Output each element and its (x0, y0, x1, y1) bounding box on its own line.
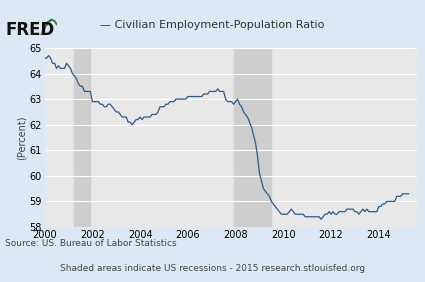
Text: FRED: FRED (5, 21, 54, 39)
Text: — Civilian Employment-Population Ratio: — Civilian Employment-Population Ratio (100, 19, 325, 30)
Bar (74, 48, 91, 227)
Text: Shaded areas indicate US recessions - 2015 research.stlouisfed.org: Shaded areas indicate US recessions - 20… (60, 264, 365, 273)
Bar (234, 48, 272, 227)
Y-axis label: (Percent): (Percent) (17, 115, 27, 160)
Text: Source: US. Bureau of Labor Statistics: Source: US. Bureau of Labor Statistics (5, 239, 177, 248)
